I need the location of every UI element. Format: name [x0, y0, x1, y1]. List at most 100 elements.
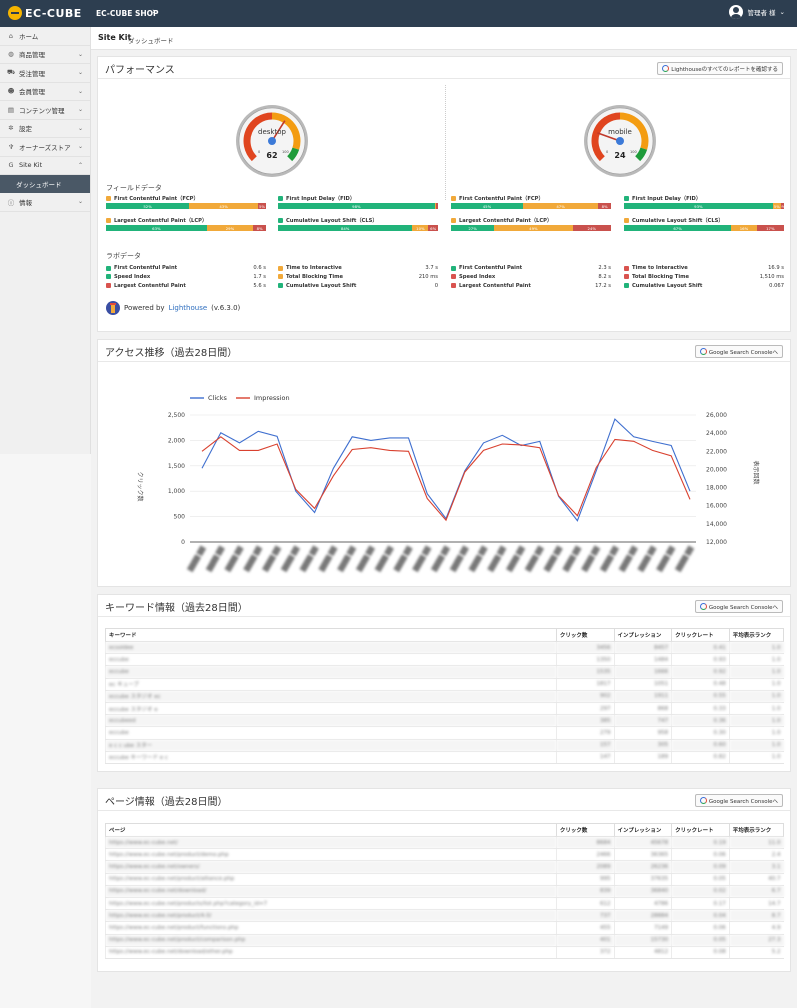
metric-cell: 1.0	[728, 702, 784, 716]
sidebar-subitem-dashboard[interactable]: ダッシュボード	[0, 175, 90, 193]
gauge-needle	[597, 132, 621, 142]
table-row: eccubeed 385 747 0.36 1.0	[105, 714, 784, 728]
ec-cube-logo[interactable]: EC-CUBE	[8, 6, 82, 20]
status-indicator-icon	[624, 195, 629, 201]
metric-cell: 8684	[555, 836, 614, 850]
lab-metric-value: 2.3 s	[598, 265, 611, 272]
metric-cell: 0.36	[671, 714, 730, 728]
field-metric-name: First Contentful Paint（FCP）	[459, 195, 544, 202]
field-metric: First Contentful Paint（FCP） 52% 43% 5%	[106, 194, 266, 209]
metric-cell: 8457	[613, 641, 672, 655]
metric-cell: 3.1	[728, 860, 784, 874]
status-indicator-icon	[451, 195, 456, 201]
sidebar-item-orders[interactable]: ⛟ 受注管理 ⌄	[0, 64, 90, 83]
gauge-score: 24	[614, 151, 626, 160]
series-line	[201, 436, 691, 522]
lab-metric-name: Total Blocking Time	[624, 274, 689, 280]
lab-metric-label: Total Blocking Time	[286, 273, 344, 280]
lab-metric-name: Time to Interactive	[624, 265, 688, 271]
lab-metric-label: First Contentful Paint	[114, 265, 178, 272]
shop-name-link[interactable]: EC-CUBE SHOP	[96, 9, 159, 18]
page-title: Site Kit	[98, 33, 132, 42]
sidebar-item-info[interactable]: ⓘ 情報 ⌄	[0, 193, 90, 212]
distribution-segment: 16%	[731, 225, 757, 231]
lab-metric-value: 5.6 s	[253, 282, 266, 289]
y2-tick-label: 26,000	[706, 412, 727, 419]
metric-cell: 401	[555, 934, 614, 947]
table-row: ecsoldee 3456 8457 0.41 1.0	[105, 641, 784, 655]
status-indicator-icon	[106, 283, 111, 289]
keywords-table: キーワード クリック数 インプレッション クリックレート 平均表示ランク ecsoldee…	[105, 628, 785, 764]
lab-metric-name: Speed Index	[451, 274, 495, 280]
distribution-segment: 8%	[598, 203, 611, 209]
x-tick-label: ████ ██	[505, 544, 526, 573]
lighthouse-reports-button[interactable]: Lighthouseのすべてのレポートを確認する	[657, 62, 783, 75]
powered-by-lighthouse: Powered by Lighthouse (v.6.3.0)	[106, 301, 240, 315]
sidebar-item-customers[interactable]: ☻ 会員管理 ⌄	[0, 83, 90, 101]
lab-metric-label: Cumulative Layout Shift	[632, 282, 703, 289]
sidebar-item-label: コンテンツ管理	[19, 106, 65, 115]
metric-cell: 1.0	[728, 665, 784, 679]
field-metric-title: Cumulative Layout Shift（CLS）	[278, 216, 438, 224]
gauge-needle	[271, 120, 286, 142]
distribution-segment: 98%	[278, 203, 435, 209]
metric-cell: 839	[555, 885, 614, 898]
search-console-button[interactable]: Google Search Consoleへ	[694, 794, 783, 807]
lab-metric-value: 210 ms	[418, 273, 438, 280]
status-indicator-icon	[451, 217, 456, 223]
column-header: クリックレート	[671, 628, 730, 642]
chevron-down-icon: ⌄	[77, 69, 83, 76]
lab-metric-value: 3.7 s	[425, 265, 438, 272]
status-indicator-icon	[278, 274, 283, 280]
x-tick-label: ████ ██	[430, 544, 451, 573]
gauge-band	[619, 112, 649, 150]
metric-cell: 0.06	[671, 921, 730, 935]
field-data-label: フィールドデータ	[106, 184, 162, 192]
metric-cell: 297	[555, 702, 614, 716]
status-indicator-icon	[278, 283, 283, 289]
x-tick-label: ████ ██	[336, 544, 357, 573]
metric-cell: 5.2	[728, 946, 784, 959]
sidebar-item-products[interactable]: ◍ 商品管理 ⌄	[0, 46, 90, 64]
row-label-cell: https://www.ec-cube.net/owners/	[105, 860, 557, 874]
metric-cell: 958	[613, 726, 672, 740]
table-row: https://www.ec-cube.net/owners/2089 26236…	[105, 860, 784, 874]
distribution-bar: 98%	[278, 203, 438, 209]
distribution-segment: 6%	[428, 225, 438, 231]
y-axis-title: クリック数	[136, 471, 144, 501]
search-console-button[interactable]: Google Search Consoleへ	[694, 345, 783, 358]
google-icon: G	[8, 161, 14, 170]
access-trend-card: アクセス推移（過去28日間） Google Search Consoleへ 0 5…	[97, 339, 791, 587]
lighthouse-link[interactable]: Lighthouse	[168, 304, 208, 312]
gauge-device-label: mobile	[608, 128, 632, 136]
lab-metric-name: Time to Interactive	[278, 265, 342, 271]
chevron-down-icon: ⌄	[77, 106, 83, 113]
metric-cell: 0.48	[671, 678, 730, 691]
metric-cell: 1817	[555, 678, 614, 691]
search-console-button[interactable]: Google Search Consoleへ	[694, 600, 783, 613]
plug-icon: ♆	[8, 142, 14, 151]
sidebar-item-home[interactable]: ⌂ ホーム	[0, 27, 90, 46]
chevron-down-icon: ⌄	[77, 198, 83, 205]
field-metric: Cumulative Layout Shift（CLS） 84% 10% 6%	[278, 216, 438, 231]
status-indicator-icon	[106, 265, 111, 271]
sidebar-item-site-kit[interactable]: G Site Kit ⌃	[0, 157, 90, 175]
y2-tick-label: 22,000	[706, 448, 727, 455]
metric-cell: 1.0	[728, 653, 784, 667]
sidebar-item-settings[interactable]: ✲ 設定 ⌄	[0, 120, 90, 138]
metric-cell: 0.92	[671, 665, 730, 679]
metric-cell: 279	[555, 726, 614, 740]
table-row: https://www.ec-cube.net/download/839 3684…	[105, 885, 784, 898]
sidebar-item-contents[interactable]: ▤ コンテンツ管理 ⌄	[0, 101, 90, 120]
metric-cell: 1350	[555, 653, 614, 667]
user-menu[interactable]: 管理者 様 ⌄	[729, 5, 785, 19]
row-label-cell: eccube スタジオ e	[105, 702, 557, 716]
metric-cell: 6.7	[728, 885, 784, 898]
distribution-segment: 49%	[494, 225, 573, 231]
metric-cell: 1911	[613, 690, 672, 703]
sidebar-item-owners-store[interactable]: ♆ オーナーズストア ⌄	[0, 138, 90, 157]
chevron-right-icon[interactable]: ›	[152, 7, 156, 17]
lab-metric-value: 0.067	[769, 282, 784, 289]
field-metric-name: First Input Delay（FID）	[286, 195, 356, 202]
row-label-cell: https://www.ec-cube.net/product/alliance…	[105, 873, 557, 886]
